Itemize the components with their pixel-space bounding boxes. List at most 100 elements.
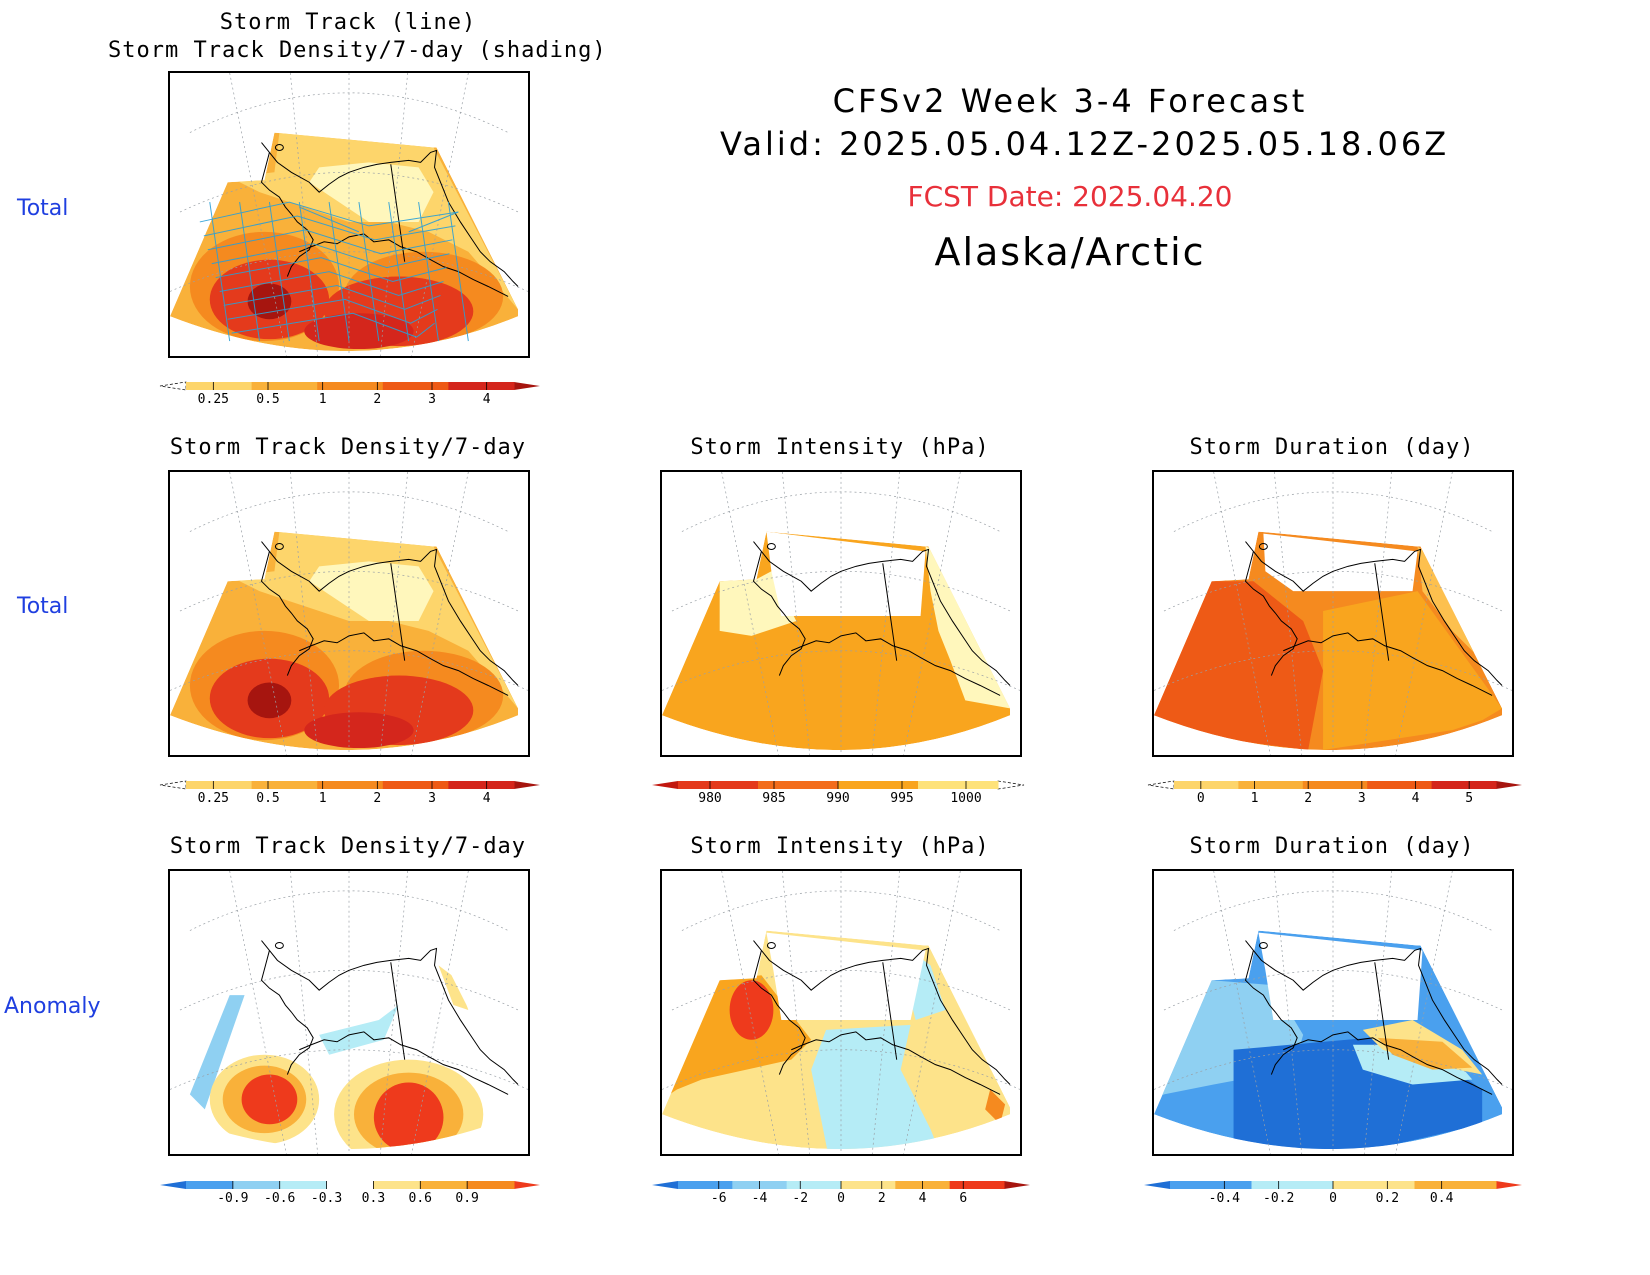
map-panel-p7 [1152, 869, 1514, 1156]
colorbar-segment [678, 781, 759, 789]
colorbar-segment [1333, 1181, 1415, 1189]
colorbar-segment [382, 781, 449, 789]
track-line [418, 202, 439, 342]
colorbar-tick-label: -6 [711, 1191, 727, 1206]
colorbar-segment [382, 382, 449, 390]
island [766, 542, 776, 550]
meridian-c [871, 472, 901, 755]
island [1258, 941, 1268, 949]
meridian-c [379, 73, 409, 356]
colorbar-tick-label: 0.6 [409, 1191, 432, 1206]
coast-north [753, 940, 1011, 1085]
meridian-e [411, 472, 469, 755]
colorbar-end-left [1144, 1181, 1170, 1189]
colorbar-tick-label: 3 [428, 791, 436, 806]
colorbar-tick-label: 0.4 [1430, 1191, 1454, 1206]
colorbar-segment [1170, 1181, 1252, 1189]
colorbar-tick-label: -0.9 [217, 1191, 248, 1206]
parallel-a [189, 92, 509, 133]
coastline [260, 940, 519, 1095]
colorbar-segment [678, 1181, 733, 1189]
meridian-e [903, 472, 961, 755]
colorbar-tick-label: 1 [319, 791, 327, 806]
shade-yellow-ne [438, 965, 469, 1011]
p4-title: Storm Duration (day) [1189, 435, 1475, 460]
border-line [390, 962, 406, 1060]
colorbar-end-right [514, 1181, 540, 1189]
colorbar-segment [1414, 1181, 1497, 1189]
meridian-c [1363, 871, 1393, 1154]
colorbar-end-left [159, 780, 187, 790]
colorbar-tick-label: 1 [319, 392, 327, 407]
meridian-b [289, 472, 319, 755]
parallel-c [170, 251, 528, 292]
meridian-b [1273, 472, 1303, 755]
track-line [299, 206, 360, 233]
meridian-c [871, 871, 901, 1154]
coast-south [1283, 632, 1493, 696]
track-line [447, 202, 469, 342]
colorbar-tick-label: 0.5 [256, 791, 279, 806]
p6-title: Storm Intensity (hPa) [690, 834, 990, 859]
coast-north [1245, 940, 1503, 1085]
colorbar-tick-label: 0.2 [1376, 1191, 1399, 1206]
colorbar-end-right [997, 780, 1025, 790]
parallel-a [1173, 491, 1493, 532]
colorbar-segment [317, 781, 384, 789]
colorbar-segment [1238, 781, 1304, 789]
colorbar-tick-label: 985 [762, 791, 785, 806]
parallel-c [662, 1049, 1020, 1090]
map-p5 [170, 871, 528, 1154]
track-line [328, 202, 350, 342]
anom-red [729, 980, 774, 1040]
track-line [223, 284, 441, 310]
meridian-e [1395, 472, 1453, 755]
colorbar-tick-label: -0.4 [1209, 1191, 1240, 1206]
shade-orange [1377, 1037, 1473, 1070]
shade-pale-e [925, 546, 1011, 709]
parallel-a [681, 890, 1001, 931]
coast-north [1245, 541, 1503, 686]
meridian-e [903, 871, 961, 1154]
meridian-e [411, 871, 469, 1154]
colorbar-tick-label: 2 [878, 1191, 886, 1206]
colorbar-segment [841, 1181, 896, 1189]
coastline [752, 940, 1011, 1095]
colorbar-p6: -6 -4 -2 0 2 4 6 [652, 1177, 1030, 1207]
shading-layer [170, 132, 519, 352]
header-valid: Valid: 2025.05.04.12Z-2025.05.18.06Z [720, 125, 1450, 163]
colorbar-segment [467, 1181, 515, 1189]
shading-layer [1154, 531, 1503, 751]
map-p7 [1154, 871, 1512, 1154]
meridian-c [379, 871, 409, 1154]
track-line [219, 271, 444, 296]
shade-red-s [304, 712, 414, 749]
shade-blank [766, 932, 926, 1020]
parallel-c [1154, 1049, 1512, 1090]
shading-layer [1154, 930, 1503, 1150]
meridian-d [721, 871, 779, 1154]
parallel-c [1154, 650, 1512, 691]
shading-layer [189, 965, 484, 1150]
colorbar-p3: 980 985 990 995 1000 [652, 777, 1025, 807]
shade-orange-w [662, 975, 812, 1100]
colorbar-tick-label: 0.25 [198, 791, 229, 806]
colorbar-segment [186, 781, 253, 789]
island [274, 941, 284, 949]
anom-w-red [241, 1074, 298, 1125]
colorbar-end-left [159, 381, 187, 391]
parallel-a [189, 890, 509, 931]
colorbar-end-right [514, 382, 540, 390]
island [766, 941, 776, 949]
fcst-date: FCST Date: 2025.04.20 [907, 180, 1233, 213]
colorbar-tick-label: 1 [1251, 791, 1259, 806]
coastline [260, 541, 519, 696]
shade-pale [309, 561, 434, 621]
colorbar-segment [1251, 1181, 1334, 1189]
colorbar-tick-label: 5 [1465, 791, 1473, 806]
shade-red-w [1154, 581, 1324, 751]
border-line [1374, 563, 1390, 661]
colorbar-segment [448, 781, 515, 789]
track-line [358, 202, 380, 342]
coast-west [260, 152, 314, 277]
